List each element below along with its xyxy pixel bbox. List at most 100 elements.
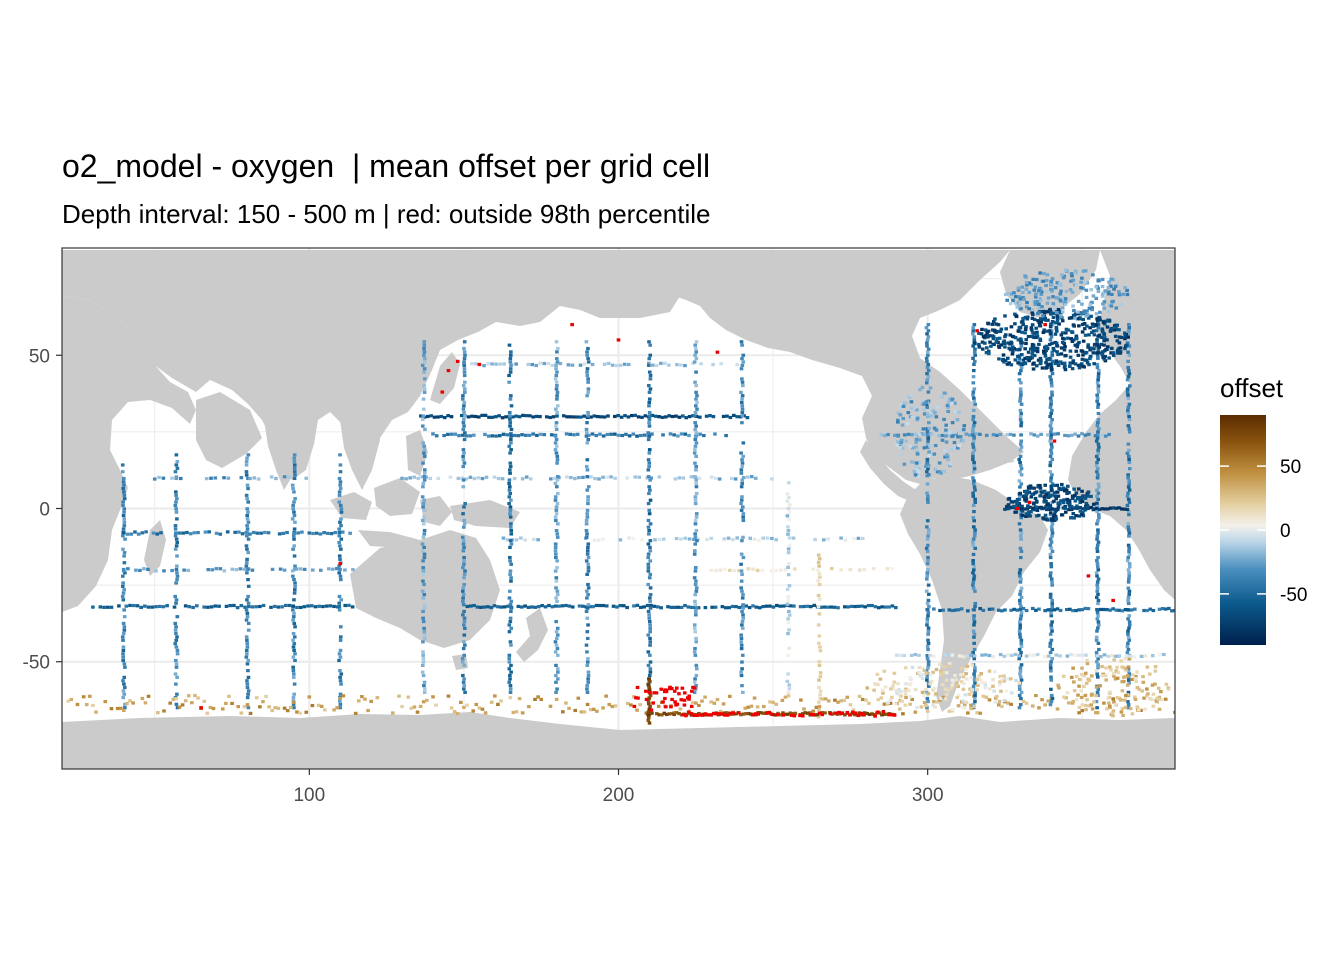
data-cell — [240, 532, 245, 536]
data-cell — [542, 433, 547, 437]
data-cell — [442, 415, 447, 420]
data-cell — [461, 687, 466, 691]
data-cell — [584, 340, 589, 344]
data-cell — [300, 530, 304, 534]
data-cell — [1022, 507, 1027, 511]
data-cell — [1049, 427, 1054, 431]
data-cell — [461, 673, 465, 678]
data-cell — [1053, 321, 1058, 325]
data-cell — [173, 534, 178, 538]
data-cell — [1033, 295, 1038, 299]
data-cell — [647, 400, 652, 405]
data-cell — [973, 528, 977, 532]
data-cell — [1001, 353, 1006, 357]
data-cell — [1080, 276, 1084, 280]
data-cell — [1096, 663, 1100, 667]
data-cell — [740, 660, 744, 664]
data-cell — [822, 605, 827, 609]
data-cell — [1038, 356, 1043, 361]
data-cell — [338, 483, 342, 487]
data-cell — [631, 536, 636, 541]
data-cell — [412, 705, 417, 709]
data-cell — [254, 696, 259, 700]
data-cell — [787, 609, 791, 614]
data-cell — [324, 604, 329, 608]
data-cell — [876, 710, 880, 714]
data-cell — [972, 620, 977, 624]
data-cell — [1034, 346, 1038, 350]
data-cell — [692, 626, 697, 630]
data-cell — [508, 461, 513, 465]
data-cell — [993, 317, 997, 321]
data-cell — [625, 605, 629, 610]
data-cell — [1104, 678, 1109, 682]
data-cell — [1049, 399, 1053, 403]
data-cell — [554, 380, 559, 384]
data-cell — [1032, 317, 1037, 322]
data-cell — [1096, 657, 1100, 661]
data-cell — [973, 604, 977, 609]
data-cell — [1019, 555, 1023, 560]
data-cell — [465, 604, 470, 609]
data-cell — [120, 470, 125, 474]
data-cell — [462, 350, 467, 354]
data-cell — [690, 689, 694, 693]
data-cell — [338, 463, 343, 467]
data-cell — [508, 616, 513, 620]
data-cell — [774, 569, 778, 573]
data-cell — [669, 705, 673, 709]
data-cell — [1096, 540, 1101, 544]
data-cell — [1003, 345, 1007, 349]
data-cell — [292, 706, 296, 710]
data-cell — [404, 477, 408, 481]
data-cell — [984, 695, 989, 699]
data-cell — [648, 593, 653, 597]
data-cell — [648, 640, 653, 644]
data-cell — [631, 432, 636, 436]
data-cell — [1049, 479, 1053, 483]
data-cell — [984, 333, 988, 338]
data-cell — [1102, 357, 1106, 361]
data-cell — [338, 544, 342, 548]
data-cell — [1054, 517, 1059, 521]
data-cell — [1045, 503, 1049, 507]
data-cell — [931, 688, 935, 692]
data-cell — [1071, 609, 1075, 613]
data-cell — [1096, 405, 1100, 409]
data-cell — [1075, 345, 1080, 349]
data-cell — [985, 330, 989, 335]
data-cell — [422, 340, 427, 344]
data-cell — [509, 670, 513, 674]
data-cell — [816, 623, 821, 627]
data-cell — [554, 387, 559, 391]
data-cell — [122, 625, 127, 629]
data-cell — [1109, 346, 1114, 350]
data-cell — [972, 448, 977, 452]
data-cell — [926, 335, 931, 339]
data-cell — [461, 680, 466, 684]
data-cell — [669, 605, 674, 609]
data-cell — [929, 679, 934, 684]
data-cell — [1100, 277, 1105, 282]
data-cell — [269, 605, 273, 609]
data-cell — [925, 623, 929, 627]
data-cell — [555, 633, 560, 637]
data-cell — [656, 704, 661, 708]
data-cell — [1017, 348, 1022, 352]
data-cell — [464, 477, 469, 481]
data-cell — [687, 433, 691, 438]
data-cell — [123, 685, 127, 690]
data-cell — [507, 680, 512, 684]
data-cell — [1117, 654, 1122, 658]
data-cell — [1033, 496, 1038, 501]
data-cell — [778, 713, 783, 717]
data-cell — [694, 454, 698, 458]
data-cell — [292, 476, 297, 481]
data-cell — [992, 328, 997, 332]
data-cell — [506, 538, 510, 542]
data-cell — [556, 491, 560, 496]
data-cell — [949, 686, 954, 690]
data-cell — [129, 532, 134, 536]
data-cell — [895, 418, 900, 422]
data-cell — [422, 384, 426, 388]
